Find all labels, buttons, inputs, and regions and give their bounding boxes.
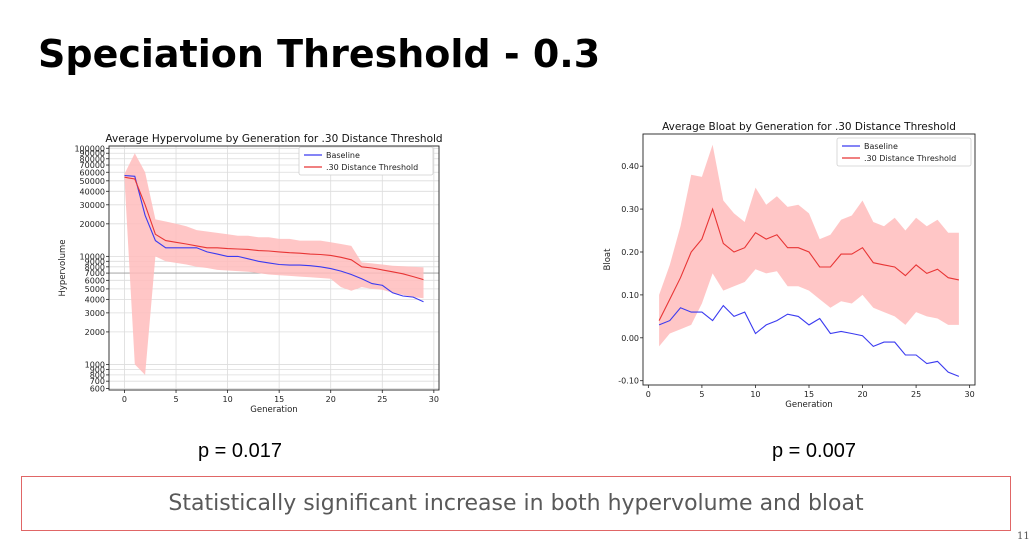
baseline-series-line (658, 304, 960, 377)
y-tick-label: 30000 (80, 201, 105, 210)
legend-box (836, 137, 972, 167)
y-tick-label: 0.20 (621, 248, 639, 257)
legend-box (298, 146, 434, 176)
y-tick-label: 20000 (80, 220, 105, 229)
threshold-series-line (658, 207, 960, 321)
y-tick-label: 8000 (85, 263, 105, 272)
x-tick-label: 15 (274, 395, 284, 404)
x-tick-label: 30 (429, 395, 439, 404)
y-tick-label: 70000 (80, 161, 105, 170)
slide-title: Speciation Threshold - 0.3 (38, 32, 601, 76)
x-tick-label: 0 (122, 395, 127, 404)
y-tick-label: 80000 (80, 155, 105, 164)
x-tick-label: 20 (857, 390, 867, 399)
y-axis-label: Hypervolume (58, 239, 68, 296)
plot-frame (108, 145, 440, 391)
x-tick-label: 20 (326, 395, 336, 404)
y-tick-label: 800 (90, 371, 105, 380)
x-tick-label: 10 (750, 390, 760, 399)
y-tick-label: 60000 (80, 168, 105, 177)
y-tick-label: 5000 (85, 285, 105, 294)
y-tick-label: 700 (90, 377, 105, 386)
chart-title: Average Hypervolume by Generation for .3… (105, 133, 442, 145)
x-tick-label: 25 (377, 395, 387, 404)
y-tick-label: 900 (90, 365, 105, 374)
x-axis-label: Generation (250, 405, 297, 415)
threshold-confidence-band (659, 144, 959, 347)
x-tick-label: 5 (173, 395, 178, 404)
chart-title: Average Bloat by Generation for .30 Dist… (662, 121, 956, 133)
legend-label-threshold: .30 Distance Threshold (864, 154, 956, 163)
y-tick-label: 4000 (85, 295, 105, 304)
legend-label-baseline: Baseline (864, 142, 898, 151)
x-tick-label: 25 (911, 390, 921, 399)
x-tick-label: 15 (804, 390, 814, 399)
y-tick-label: 7000 (85, 269, 105, 278)
y-tick-label: 3000 (85, 309, 105, 318)
x-tick-label: 10 (223, 395, 233, 404)
x-tick-label: 30 (965, 390, 975, 399)
y-tick-label: 0.10 (621, 291, 639, 300)
y-tick-label: 100000 (74, 144, 105, 153)
y-tick-label: 2000 (85, 328, 105, 337)
y-tick-label: 90000 (80, 149, 105, 158)
y-tick-label: 0.30 (621, 205, 639, 214)
y-tick-label: 6000 (85, 276, 105, 285)
x-tick-label: 5 (699, 390, 704, 399)
bloat-p-value: p = 0.007 (772, 440, 856, 462)
y-tick-label: 10000 (80, 252, 105, 261)
hypervolume-chart: Average Hypervolume by Generation for .3… (58, 133, 443, 415)
y-tick-label: 9000 (85, 257, 105, 266)
legend-label-baseline: Baseline (326, 151, 360, 160)
y-tick-label: 0.40 (621, 162, 639, 171)
baseline-series-line (124, 174, 424, 303)
bloat-chart: Average Bloat by Generation for .30 Dist… (603, 121, 976, 410)
y-tick-label: 40000 (80, 187, 105, 196)
y-tick-label: 50000 (80, 177, 105, 186)
conclusion-text: Statistically significant increase in bo… (168, 491, 864, 516)
y-tick-label: -0.10 (618, 377, 639, 386)
y-tick-label: 0.00 (621, 334, 639, 343)
threshold-series-line (124, 176, 424, 281)
y-tick-label: 600 (90, 384, 105, 393)
page-number: 11 (1017, 531, 1030, 542)
conclusion-box: Statistically significant increase in bo… (21, 476, 1011, 531)
y-axis-label: Bloat (603, 248, 613, 271)
legend-label-threshold: .30 Distance Threshold (326, 163, 418, 172)
x-tick-label: 0 (646, 390, 651, 399)
x-axis-label: Generation (785, 400, 832, 410)
y-tick-label: 1000 (85, 360, 105, 369)
hypervolume-p-value: p = 0.017 (198, 440, 282, 462)
